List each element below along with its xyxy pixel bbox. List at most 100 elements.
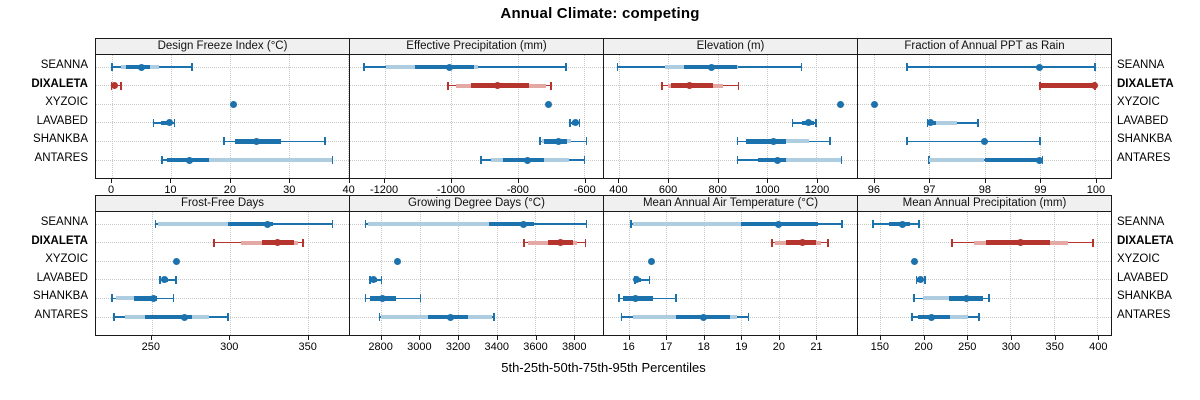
- axis-tick-label: 200: [914, 341, 933, 353]
- median-dot: [173, 257, 181, 265]
- median-dot: [161, 276, 169, 284]
- vertical-gridline: [816, 55, 818, 178]
- horizontal-gridline: [350, 260, 603, 262]
- horizontal-gridline: [350, 122, 603, 124]
- median-dot: [775, 220, 783, 228]
- horizontal-gridline: [858, 122, 1111, 124]
- panel-fraction-of-annual-ppt-as-rain: Fraction of Annual PPT as Rain: [857, 39, 1111, 178]
- whisker-cap: [791, 118, 794, 127]
- whisker-cap: [736, 137, 739, 146]
- axis-tick-label: 40: [342, 184, 355, 196]
- whisker-cap: [538, 137, 541, 146]
- site-label-right-antares: ANTARES: [1117, 309, 1171, 321]
- axis-tick-mark: [307, 336, 309, 340]
- axis-tick-mark: [574, 336, 576, 340]
- vertical-gridline: [703, 212, 705, 335]
- site-label-left-lavabed: LAVABED: [36, 271, 88, 284]
- whisker-cap: [616, 63, 619, 71]
- quartile-band-dark: [134, 296, 158, 301]
- whisker-cap: [1094, 63, 1096, 71]
- whisker-cap: [302, 238, 304, 247]
- horizontal-gridline: [604, 260, 857, 262]
- whisker-5th-95th: [907, 66, 1095, 68]
- panel-header-elevation-m: Elevation (m): [604, 39, 857, 55]
- horizontal-gridline: [858, 316, 1111, 318]
- median-dot: [685, 82, 693, 90]
- site-label-right-seanna: SEANNA: [1117, 216, 1165, 228]
- median-dot: [927, 313, 935, 321]
- axis-tick-mark: [229, 179, 231, 183]
- quartile-band-dark: [502, 157, 545, 163]
- quartile-band-light: [949, 315, 968, 319]
- quartile-band-light: [923, 296, 950, 301]
- vertical-gridline: [741, 212, 743, 335]
- whisker-cap: [987, 294, 990, 303]
- median-dot: [700, 313, 708, 321]
- axis-tick-mark: [873, 179, 875, 183]
- median-dot: [554, 137, 562, 145]
- whisker-cap: [584, 238, 587, 247]
- horizontal-gridline: [858, 260, 1111, 262]
- vertical-gridline: [880, 212, 881, 335]
- vertical-gridline: [874, 55, 876, 178]
- vertical-gridline: [666, 212, 668, 335]
- whisker-cap: [620, 313, 623, 321]
- horizontal-gridline: [96, 85, 349, 87]
- panel-elevation-m: Elevation (m): [603, 39, 857, 178]
- axis-tick-label: 10: [164, 184, 177, 196]
- whisker-cap: [951, 238, 953, 247]
- axis-tick-label: 20: [772, 341, 785, 353]
- axis-tick-label: 400: [1089, 341, 1108, 353]
- site-label-left-lavabed: LAVABED: [36, 114, 88, 127]
- median-dot: [493, 82, 501, 90]
- whisker-cap: [569, 118, 571, 127]
- whisker-cap: [364, 220, 367, 228]
- axis-tick-mark: [967, 336, 969, 340]
- x-axis-label: 5th-25th-50th-75th-95th Percentiles: [501, 360, 706, 375]
- vertical-gridline: [171, 55, 173, 178]
- axis-tick-mark: [380, 336, 382, 340]
- quartile-band-light: [368, 222, 490, 226]
- whisker-cap: [918, 220, 920, 228]
- axis-tick-label: 600: [658, 184, 678, 196]
- axis-tick-mark: [1054, 336, 1056, 340]
- median-dot: [378, 294, 386, 302]
- axis-tick-label: 21: [810, 341, 823, 353]
- whisker-cap: [906, 63, 908, 71]
- axis-tick-mark: [984, 179, 986, 183]
- horizontal-gridline: [604, 103, 857, 105]
- panel-design-freeze-index-c: Design Freeze Index (°C): [96, 39, 350, 178]
- vertical-gridline: [984, 55, 986, 178]
- median-dot: [1091, 82, 1099, 90]
- site-label-left-antares: ANTARES: [34, 309, 88, 321]
- whisker-cap: [737, 81, 740, 90]
- whisker-cap: [583, 156, 586, 164]
- horizontal-gridline: [96, 103, 349, 105]
- vertical-gridline: [111, 55, 113, 178]
- axis-tick-mark: [496, 336, 498, 340]
- vertical-gridline: [778, 212, 780, 335]
- panel-mean-annual-precipitation-mm: Mean Annual Precipitation (mm): [857, 196, 1111, 335]
- quartile-band-dark: [125, 64, 151, 70]
- panel-header-mean-annual-air-temperature-c: Mean Annual Air Temperature (°C): [604, 196, 857, 212]
- whisker-cap: [154, 220, 157, 228]
- whisker-cap: [111, 63, 113, 71]
- median-dot: [274, 239, 282, 247]
- axis-tick-mark: [584, 179, 586, 183]
- vertical-gridline: [419, 212, 421, 335]
- axis-tick-label: -800: [506, 184, 529, 196]
- quartile-band-dark: [228, 221, 274, 227]
- whisker-cap: [173, 118, 176, 127]
- horizontal-gridline: [604, 159, 857, 161]
- axis-tick-mark: [419, 336, 421, 340]
- vertical-gridline: [517, 55, 519, 178]
- vertical-gridline: [1039, 55, 1041, 178]
- vertical-gridline: [458, 212, 460, 335]
- median-dot: [1016, 239, 1024, 247]
- whisker-cap: [1092, 238, 1094, 247]
- axis-tick-label: -1000: [436, 184, 466, 196]
- quartile-band-dark: [746, 139, 786, 144]
- axis-tick-mark: [703, 336, 705, 340]
- whisker-cap: [493, 313, 495, 321]
- median-dot: [263, 220, 271, 228]
